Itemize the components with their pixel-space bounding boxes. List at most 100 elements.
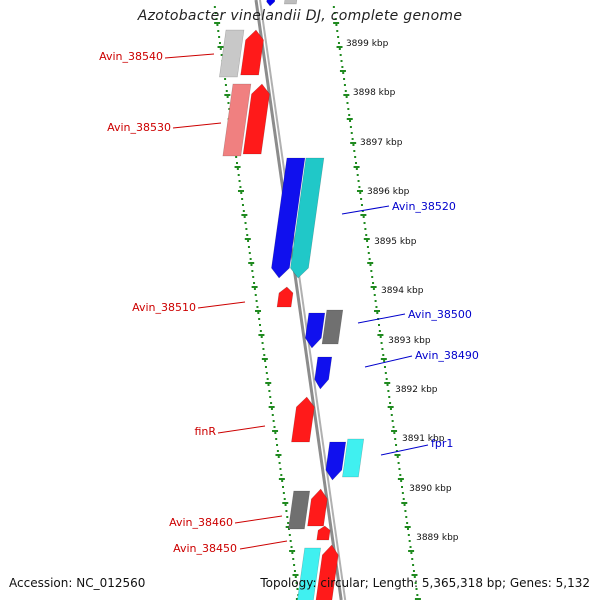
track-dot-left <box>236 168 239 170</box>
track-dot-right <box>357 180 360 182</box>
gene-shape-partial-top-grey <box>284 0 299 5</box>
track-dot-right <box>382 354 385 356</box>
track-dot-left <box>283 498 286 500</box>
track-dot-right <box>395 444 398 446</box>
kbp-tick-label: 3892 kbp <box>395 385 438 395</box>
track-dot-left <box>247 246 250 248</box>
gene-shape-Avin_38510 <box>276 286 294 308</box>
gene-shape-Avin_38530 <box>242 83 270 155</box>
track-dot-right <box>372 282 375 284</box>
track-tick-left <box>275 454 282 456</box>
track-dot-left <box>275 438 278 440</box>
track-tick-right <box>333 22 340 24</box>
track-dot-left <box>240 192 243 194</box>
track-tick-left <box>289 550 296 552</box>
track-tick-right <box>360 214 367 216</box>
track-dot-right <box>337 42 340 44</box>
track-dot-right <box>383 360 386 362</box>
track-tick-left <box>258 334 265 336</box>
track-dot-left <box>219 48 222 50</box>
gene-leader-line <box>234 515 283 524</box>
track-dot-right <box>366 246 369 248</box>
track-dot-right <box>366 240 369 242</box>
track-dot-left <box>214 12 217 14</box>
track-dot-left <box>250 264 253 266</box>
track-dot-right <box>409 546 412 548</box>
track-dot-right <box>370 270 373 272</box>
gene-shape-Avin_38460 <box>307 488 328 527</box>
track-dot-left <box>243 216 246 218</box>
track-dot-left <box>260 336 263 338</box>
gene-shape-grey-2 <box>321 309 344 345</box>
track-tick-right <box>411 574 418 576</box>
track-tick-right <box>339 70 346 72</box>
track-dot-left <box>242 210 245 212</box>
track-dot-left <box>266 378 269 380</box>
track-dot-left <box>226 96 229 98</box>
track-dot-right <box>399 474 402 476</box>
track-dot-left <box>236 162 239 164</box>
track-tick-left <box>214 22 221 24</box>
track-dot-left <box>253 288 256 290</box>
track-dot-left <box>224 84 227 86</box>
track-dot-left <box>237 174 240 176</box>
track-dot-left <box>241 204 244 206</box>
track-dot-left <box>254 294 257 296</box>
track-tick-left <box>278 478 285 480</box>
track-dot-right <box>351 138 354 140</box>
track-dot-left <box>286 516 289 518</box>
track-tick-left <box>224 94 231 96</box>
track-dot-left <box>213 6 216 8</box>
gene-shape-partial-bottom-red <box>314 544 339 604</box>
track-tick-left <box>282 502 289 504</box>
track-dot-left <box>255 300 258 302</box>
track-dot-left <box>281 480 284 482</box>
track-dot-right <box>408 540 411 542</box>
track-dot-left <box>225 90 228 92</box>
track-tick-right <box>408 550 415 552</box>
track-dot-right <box>390 414 393 416</box>
track-dot-right <box>407 534 410 536</box>
track-dot-right <box>395 450 398 452</box>
track-tick-right <box>391 430 398 432</box>
track-dot-left <box>287 522 290 524</box>
track-dot-left <box>282 486 285 488</box>
gene-shape-partial-top-blue <box>266 0 277 7</box>
track-dot-right <box>360 198 363 200</box>
kbp-tick-label: 3890 kbp <box>409 484 452 494</box>
gene-label-Avin_38520: Avin_38520 <box>392 200 456 213</box>
backbone-shadow <box>259 0 347 601</box>
track-tick-right <box>346 118 353 120</box>
track-dot-left <box>247 240 250 242</box>
kbp-tick-label: 3889 kbp <box>416 533 459 543</box>
track-tick-left <box>268 406 275 408</box>
track-tick-left <box>244 238 251 240</box>
genome-title: Azotobacter vinelandii DJ, complete geno… <box>137 8 463 24</box>
track-dot-right <box>406 522 409 524</box>
track-tick-left <box>237 190 244 192</box>
gene-shape-Avin_38540 <box>240 29 264 76</box>
track-dot-left <box>282 492 285 494</box>
gene-leader-line <box>197 301 246 309</box>
track-dot-right <box>391 420 394 422</box>
kbp-tick-label: 3898 kbp <box>353 88 396 98</box>
track-dot-left <box>262 348 265 350</box>
track-tick-left <box>234 166 241 168</box>
track-dot-right <box>349 120 352 122</box>
track-tick-right <box>374 310 381 312</box>
kbp-tick-label: 3891 kbp <box>402 434 445 444</box>
track-dot-right <box>412 570 415 572</box>
track-dot-left <box>272 420 275 422</box>
gene-label-Avin_38460: Avin_38460 <box>169 516 233 529</box>
track-dot-right <box>356 174 359 176</box>
track-dot-right <box>387 390 390 392</box>
gene-label-fpr1: fpr1 <box>431 437 453 450</box>
track-dot-right <box>365 234 368 236</box>
track-dot-left <box>224 78 227 80</box>
track-dot-left <box>277 456 280 458</box>
track-dot-left <box>271 414 274 416</box>
track-dot-right <box>385 378 388 380</box>
track-dot-left <box>264 366 267 368</box>
track-dot-right <box>404 510 407 512</box>
